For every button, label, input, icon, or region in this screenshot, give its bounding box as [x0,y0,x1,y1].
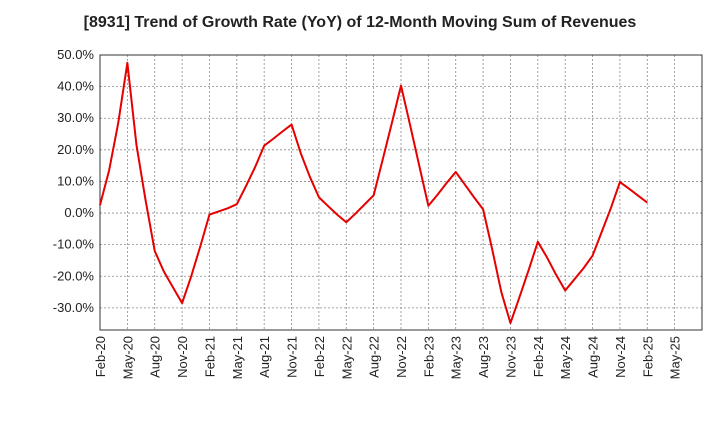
x-tick-label: May-20 [120,336,135,379]
series-line [99,61,648,325]
y-tick-label: -30.0% [53,300,95,315]
grid-layer [99,54,702,330]
x-tick-label: Feb-20 [93,336,108,377]
x-tick-label: May-21 [230,336,245,379]
y-tick-label: 40.0% [57,79,94,94]
y-tick-label: 10.0% [57,173,94,188]
x-tick-label: Feb-22 [312,336,327,377]
x-tick-label: May-22 [339,336,354,379]
x-tick-label: Feb-23 [421,336,436,377]
x-tick-label: Nov-21 [285,336,300,378]
x-tick-label: Nov-22 [394,336,409,378]
y-axis-ticks: 50.0% 40.0% 30.0% 20.0% 10.0% 0.0% -10.0% -20.0… [53,47,95,315]
x-tick-label: Feb-24 [531,336,546,377]
y-tick-label: 0.0% [64,205,94,220]
x-tick-label: Nov-20 [175,336,190,378]
x-tick-label: Aug-21 [257,336,272,378]
x-tick-label: Aug-23 [476,336,491,378]
x-tick-label: May-25 [668,336,683,379]
plot-area-frame [99,54,703,331]
y-tick-label: 20.0% [57,142,94,157]
y-tick-label: 50.0% [57,47,94,62]
x-axis-ticks: Feb-20 May-20 Aug-20 Nov-20 Feb-21 May-21 Aug-… [93,336,683,379]
x-tick-label: Nov-24 [613,336,628,378]
x-tick-label: Feb-25 [640,336,655,377]
x-tick-label: Aug-22 [367,336,382,378]
y-tick-label: -20.0% [53,268,95,283]
x-tick-label: May-23 [449,336,464,379]
series-layer [99,61,648,325]
chart-title: [8931] Trend of Growth Rate (YoY) of 12-… [83,14,637,31]
x-tick-label: Aug-20 [148,336,163,378]
x-tick-label: Feb-21 [202,336,217,377]
x-tick-label: May-24 [558,336,573,379]
x-tick-label: Nov-23 [503,336,518,378]
x-tick-label: Aug-24 [586,336,601,378]
y-tick-label: 30.0% [57,110,94,125]
y-tick-label: -10.0% [53,237,95,252]
